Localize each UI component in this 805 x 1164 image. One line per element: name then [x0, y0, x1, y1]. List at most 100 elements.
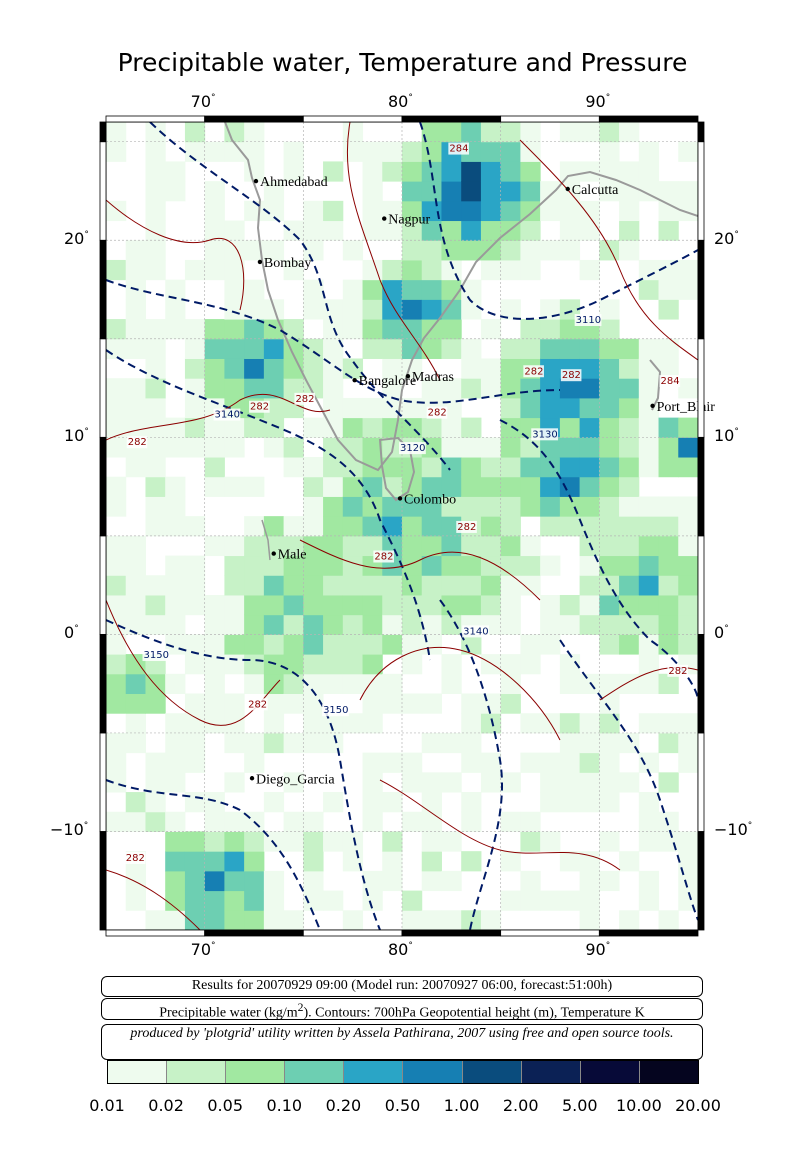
pw-cell	[638, 792, 660, 813]
graticule	[106, 122, 698, 930]
pw-cell	[402, 535, 423, 557]
pw-cell	[500, 594, 521, 616]
pw-cell	[323, 417, 344, 438]
pw-cell	[323, 890, 344, 911]
pw-cell	[441, 220, 462, 241]
pw-cell	[303, 654, 324, 675]
pw-cell	[303, 299, 324, 320]
pw-cell	[421, 279, 442, 300]
pw-cell	[480, 555, 502, 576]
pw-cell	[658, 713, 679, 734]
pw-cell	[441, 457, 462, 478]
pw-cell	[638, 161, 660, 182]
pw-cell	[540, 476, 561, 497]
pw-cell	[184, 378, 206, 399]
pw-cell	[540, 319, 561, 340]
pw-cell	[540, 752, 561, 773]
pw-cell	[244, 910, 265, 930]
pw-cell	[441, 910, 462, 930]
pw-cell	[402, 811, 423, 832]
frame-segment-right	[697, 436, 705, 537]
pw-cell	[224, 851, 245, 872]
pw-cell	[638, 417, 660, 438]
pw-cell	[263, 713, 285, 734]
pw-cell	[461, 594, 482, 616]
pw-cell	[421, 259, 442, 281]
credit-box: produced by 'plotgrid' utility written b…	[101, 1024, 703, 1060]
pw-cell	[263, 417, 285, 438]
pw-cell	[619, 437, 640, 458]
pw-cell	[303, 831, 324, 852]
pw-cell	[559, 851, 581, 872]
pw-cell	[599, 831, 620, 852]
pw-cell	[244, 594, 265, 616]
pw-cell	[362, 594, 383, 616]
pw-cell	[303, 240, 324, 261]
pw-cell	[579, 594, 600, 616]
pw-cell	[638, 516, 660, 537]
pw-cell	[382, 851, 403, 872]
pw-cell	[145, 338, 166, 359]
pw-cell	[125, 457, 146, 478]
pw-cell	[342, 141, 364, 162]
pw-cell	[283, 319, 304, 340]
pw-cell	[125, 792, 146, 813]
pw-cell	[145, 811, 166, 832]
pw-cell	[619, 496, 640, 517]
pw-cell	[658, 594, 679, 616]
pw-cell	[303, 890, 324, 911]
pw-cell	[283, 437, 304, 458]
height-contour-label: 3150	[323, 705, 348, 716]
pw-cell	[224, 614, 245, 635]
pw-cell	[263, 910, 285, 930]
pw-cell	[559, 378, 581, 399]
lat-tick-label-right: 0°	[714, 623, 729, 643]
pw-cell	[559, 654, 581, 675]
pw-cell	[402, 240, 423, 261]
pw-cell	[224, 358, 245, 379]
pw-cell	[184, 831, 206, 852]
pw-cell	[678, 575, 698, 596]
pw-cell	[323, 338, 344, 359]
pw-cell	[165, 732, 186, 754]
pw-cell	[283, 693, 304, 714]
pw-cell	[480, 122, 502, 143]
colorbar-tick-label: 20.00	[675, 1096, 721, 1115]
pw-cell	[520, 437, 541, 458]
pw-cell	[599, 575, 620, 596]
pw-cell	[461, 535, 482, 557]
frame-segment-left	[99, 535, 107, 635]
pw-cell	[658, 772, 679, 793]
pw-cell	[599, 535, 620, 557]
pw-cell	[165, 161, 186, 182]
pw-cell	[678, 713, 698, 734]
pw-cell	[540, 457, 561, 478]
pw-cell	[323, 200, 344, 222]
pw-cell	[678, 259, 698, 281]
pw-cell	[480, 654, 502, 675]
pw-cell	[224, 594, 245, 616]
pw-cell	[579, 358, 600, 379]
pw-cell	[520, 338, 541, 359]
pw-cell	[145, 378, 166, 399]
pw-cell	[480, 594, 502, 616]
pw-cell	[540, 634, 561, 655]
frame-segment-bottom	[598, 929, 699, 937]
pw-cell	[579, 851, 600, 872]
colorbar-swatch	[344, 1061, 404, 1083]
pw-cell	[303, 732, 324, 754]
pw-cell	[184, 713, 206, 734]
pw-cell	[461, 575, 482, 596]
pw-cell	[323, 535, 344, 557]
pw-cell	[303, 870, 324, 892]
pw-cell	[540, 792, 561, 813]
pw-cell	[165, 299, 186, 320]
temperature-contour-label: 284	[449, 144, 468, 155]
pw-cell	[106, 122, 127, 143]
temperature-contour-label: 282	[524, 366, 543, 377]
pw-cell	[125, 240, 146, 261]
frame-segment-left	[99, 141, 107, 241]
pw-cell	[461, 713, 482, 734]
pw-cell	[382, 870, 403, 892]
